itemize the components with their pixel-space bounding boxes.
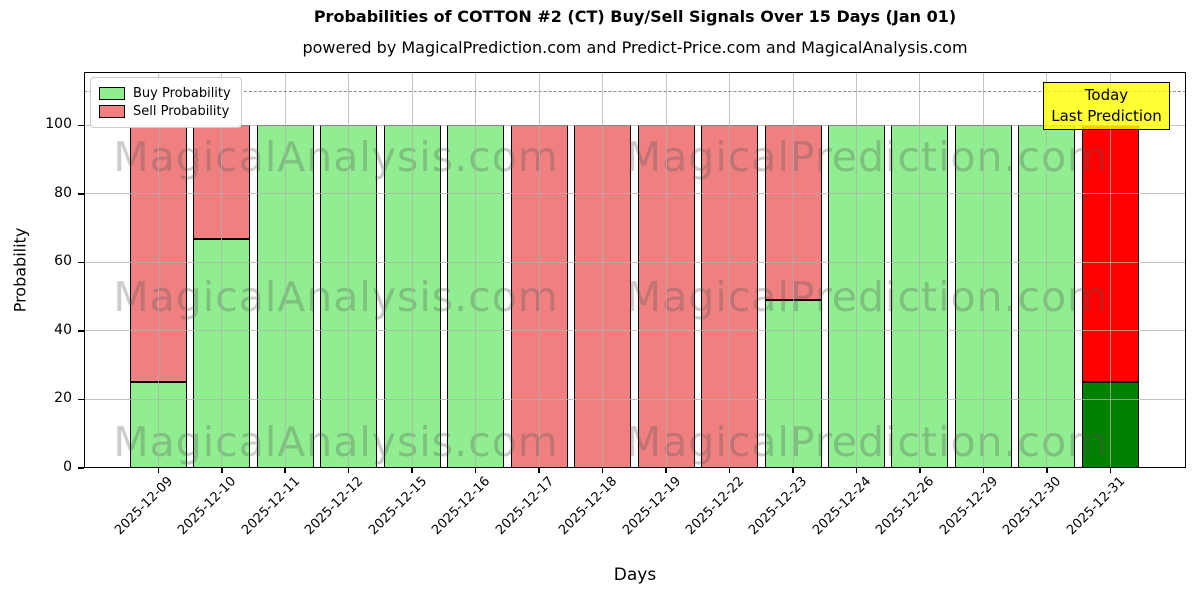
watermark-text: MagicalPrediction.com [625, 273, 1109, 321]
x-tick-mark [347, 468, 350, 473]
x-tick-mark [1109, 468, 1112, 473]
vertical-gridline [538, 72, 540, 468]
x-tick-label: 2025-12-09 [111, 474, 176, 539]
chart-title: Probabilities of COTTON #2 (CT) Buy/Sell… [313, 7, 957, 26]
x-tick-mark [919, 468, 921, 473]
y-tick-label: 20 [54, 390, 72, 407]
buy-swatch [99, 87, 125, 100]
vertical-gridline [729, 72, 731, 468]
horizontal-gridline [84, 193, 1186, 195]
watermark-text: MagicalPrediction.com [625, 418, 1109, 466]
x-tick-label: 2025-12-22 [683, 474, 748, 539]
x-tick-mark [411, 468, 413, 473]
x-tick-label: 2025-12-15 [365, 474, 430, 539]
y-tick-mark [78, 193, 84, 195]
legend-label-sell: Sell Probability [133, 104, 230, 119]
x-tick-mark [728, 468, 731, 473]
vertical-gridline [157, 72, 159, 468]
x-tick-mark [601, 468, 604, 473]
legend-item-buy: Buy Probability [99, 86, 231, 101]
vertical-gridline [348, 72, 350, 468]
x-tick-label: 2025-12-12 [302, 474, 367, 539]
vertical-gridline [919, 72, 921, 468]
plot-area: MagicalAnalysis.com MagicalPrediction.com… [84, 72, 1186, 468]
x-tick-mark [474, 468, 477, 473]
horizontal-gridline [84, 124, 1186, 126]
y-axis-label: Probability [10, 227, 30, 313]
vertical-gridline [1109, 72, 1111, 468]
vertical-gridline [982, 72, 984, 468]
x-tick-mark [157, 468, 160, 473]
legend-label-buy: Buy Probability [133, 86, 231, 101]
today-annotation-line2: Last Prediction [1051, 107, 1162, 125]
y-tick-mark [78, 261, 84, 264]
x-tick-label: 2025-12-26 [873, 474, 938, 539]
y-tick-label: 100 [45, 116, 72, 133]
today-annotation-line1: Today [1084, 86, 1129, 104]
vertical-gridline [665, 72, 667, 468]
legend-item-sell: Sell Probability [99, 104, 231, 119]
x-tick-mark [982, 468, 985, 473]
x-tick-mark [284, 468, 286, 473]
vertical-gridline [855, 72, 857, 468]
x-tick-mark [855, 468, 858, 473]
legend: Buy Probability Sell Probability [90, 77, 242, 128]
x-tick-label: 2025-12-19 [619, 474, 684, 539]
horizontal-gridline [84, 398, 1186, 400]
y-tick-label: 40 [54, 321, 72, 338]
y-tick-label: 0 [63, 459, 72, 475]
x-tick-label: 2025-12-11 [238, 474, 303, 539]
x-tick-label: 2025-12-23 [746, 474, 811, 539]
horizontal-gridline [84, 261, 1186, 263]
x-tick-label: 2025-12-24 [810, 474, 875, 539]
y-tick-mark [78, 398, 84, 401]
x-axis-label: Days [613, 565, 657, 585]
vertical-gridline [284, 72, 286, 468]
vertical-gridline [792, 72, 794, 468]
threshold-dashed-line [84, 91, 1186, 93]
watermark-text: MagicalPrediction.com [625, 133, 1109, 181]
x-tick-mark [221, 468, 223, 473]
x-tick-mark [1046, 468, 1048, 473]
vertical-gridline [221, 72, 223, 468]
x-tick-label: 2025-12-17 [492, 474, 557, 539]
vertical-gridline [475, 72, 477, 468]
y-tick-mark [78, 330, 84, 332]
y-tick-mark [78, 467, 84, 469]
x-tick-mark [792, 468, 794, 473]
chart-subtitle: powered by MagicalPrediction.com and Pre… [302, 38, 968, 57]
watermark-text: MagicalAnalysis.com [113, 133, 559, 181]
x-tick-label: 2025-12-30 [1000, 474, 1065, 539]
watermark-text: MagicalAnalysis.com [113, 418, 559, 466]
y-tick-mark [78, 124, 84, 127]
x-tick-mark [665, 468, 667, 473]
horizontal-gridline [84, 330, 1186, 332]
x-tick-label: 2025-12-16 [429, 474, 494, 539]
x-tick-label: 2025-12-29 [936, 474, 1002, 539]
x-tick-label: 2025-12-31 [1063, 474, 1128, 539]
today-annotation: Today Last Prediction [1043, 82, 1170, 130]
watermark-text: MagicalAnalysis.com [113, 273, 559, 321]
y-tick-label: 60 [54, 253, 72, 270]
x-tick-mark [538, 468, 540, 473]
x-tick-label: 2025-12-18 [556, 474, 621, 539]
vertical-gridline [411, 72, 413, 468]
sell-swatch [99, 105, 125, 118]
vertical-gridline [602, 72, 604, 468]
x-tick-label: 2025-12-10 [175, 474, 240, 539]
y-tick-label: 80 [54, 184, 72, 201]
vertical-gridline [1046, 72, 1048, 468]
